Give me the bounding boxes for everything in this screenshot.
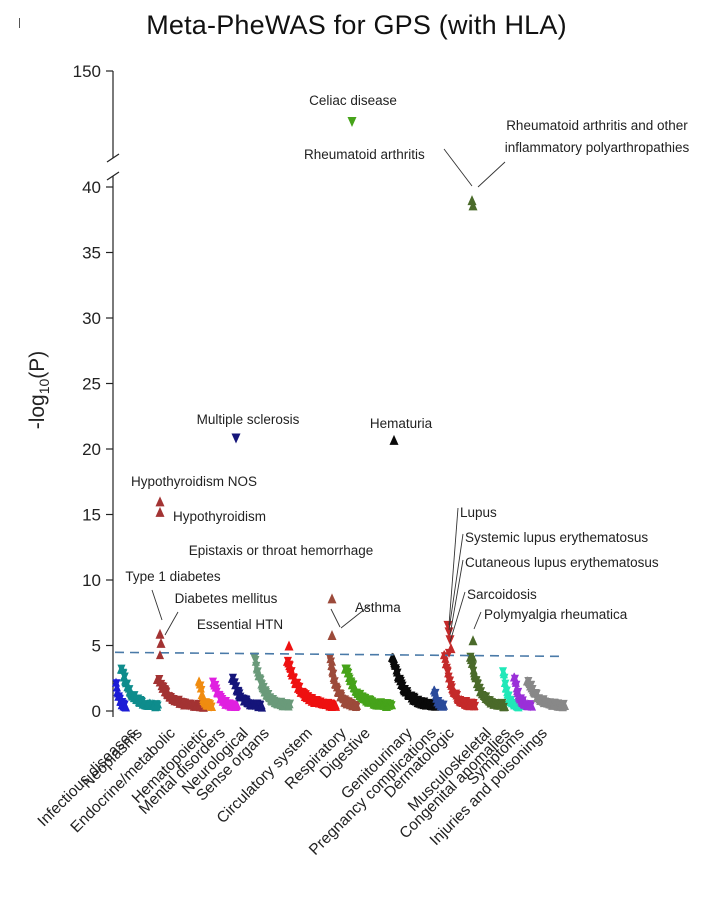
highlight-point [155, 628, 165, 639]
leader-line [449, 591, 466, 643]
data-point [439, 700, 449, 710]
annotation-label: Sarcoidosis [467, 587, 537, 602]
annotation-label: Hypothyroidism [173, 509, 266, 524]
axis-break-mark [106, 153, 120, 163]
highlight-point [467, 195, 477, 206]
data-point [112, 682, 122, 692]
leader-line [448, 507, 459, 626]
highlight-point [445, 635, 455, 646]
significance-line [114, 651, 561, 658]
y-axis-label: -log10(P) [26, 351, 52, 430]
data-point [284, 660, 294, 670]
data-point [444, 648, 454, 658]
annotation-label: Polymyalgia rheumatica [484, 607, 628, 622]
leader-line [473, 611, 482, 630]
annotation-label: Asthma [355, 600, 401, 615]
data-point [387, 700, 397, 710]
highlight-point [156, 637, 166, 648]
y-tick-label: 5 [92, 637, 101, 656]
highlight-point [284, 640, 294, 651]
highlight-point [468, 200, 478, 211]
leader-line [330, 608, 341, 628]
annotation-label: Rheumatoid arthritis and other [506, 118, 688, 133]
y-tick-label: 35 [82, 244, 101, 263]
highlight-point [155, 496, 165, 507]
title-tick-mark [19, 18, 20, 28]
annotation-label: Multiple sclerosis [197, 412, 300, 427]
data-point [257, 702, 267, 712]
data-point [197, 685, 206, 695]
data-point [560, 701, 570, 711]
chart-title: Meta-PheWAS for GPS (with HLA) [0, 10, 713, 41]
data-point [153, 699, 163, 709]
annotation-label: Epistaxis or throat hemorrhage [189, 543, 374, 558]
annotation-label: Essential HTN [197, 617, 283, 632]
data-point [155, 650, 165, 660]
leader-line [477, 161, 506, 188]
annotation-label: Systemic lupus erythematosus [465, 530, 648, 545]
annotation-label: Hematuria [370, 416, 433, 431]
y-tick-label: 150 [73, 62, 101, 81]
highlight-point [231, 433, 241, 444]
data-point [468, 652, 478, 662]
data-point [527, 701, 537, 711]
data-point [352, 701, 362, 711]
highlight-point [468, 635, 478, 646]
annotation-label: Celiac disease [309, 93, 397, 108]
data-point [327, 656, 337, 666]
chart-title-text: Meta-PheWAS for GPS (with HLA) [146, 10, 567, 40]
y-tick-label: 10 [82, 571, 101, 590]
annotation-label: Rheumatoid arthritis [304, 147, 425, 162]
annotation-label: inflammatory polyarthropathies [505, 140, 690, 155]
axis-break-mark [106, 171, 120, 181]
annotation-label: Type 1 diabetes [125, 569, 221, 584]
data-point [232, 699, 242, 709]
leader-line [443, 148, 473, 187]
y-tick-label: 15 [82, 506, 101, 525]
highlight-point [327, 593, 337, 604]
leader-line [449, 559, 464, 636]
data-point [207, 702, 217, 712]
data-point [501, 679, 510, 689]
annotation-label: Hypothyroidism NOS [131, 474, 257, 489]
annotation-label: Lupus [460, 505, 497, 520]
annotation-label: Diabetes mellitus [175, 591, 278, 606]
y-tick-label: 0 [92, 702, 101, 721]
highlight-point [347, 117, 357, 127]
leader-line [448, 533, 464, 631]
leader-line [151, 589, 163, 621]
highlight-point [155, 506, 165, 517]
data-point [470, 701, 480, 711]
y-tick-label: 25 [82, 375, 101, 394]
y-tick-label: 30 [82, 309, 101, 328]
highlight-point [389, 434, 399, 445]
data-point [441, 653, 450, 663]
data-point [121, 702, 131, 712]
data-point [389, 654, 399, 664]
y-tick-label: 40 [82, 178, 101, 197]
leader-line [164, 611, 179, 636]
leader-line [340, 604, 371, 629]
data-point [468, 662, 477, 672]
data-point [285, 699, 295, 709]
y-tick-label: 20 [82, 440, 101, 459]
data-point [500, 673, 509, 683]
annotation-label: Cutaneous lupus erythematosus [465, 555, 659, 570]
data-point [500, 702, 510, 712]
data-point [331, 701, 341, 711]
highlight-point [327, 630, 337, 641]
